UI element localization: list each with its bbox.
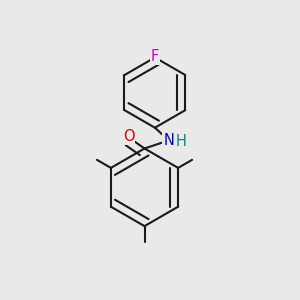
Text: N: N [163,133,174,148]
Text: O: O [123,129,134,144]
Text: F: F [151,49,159,64]
Text: H: H [176,134,187,148]
